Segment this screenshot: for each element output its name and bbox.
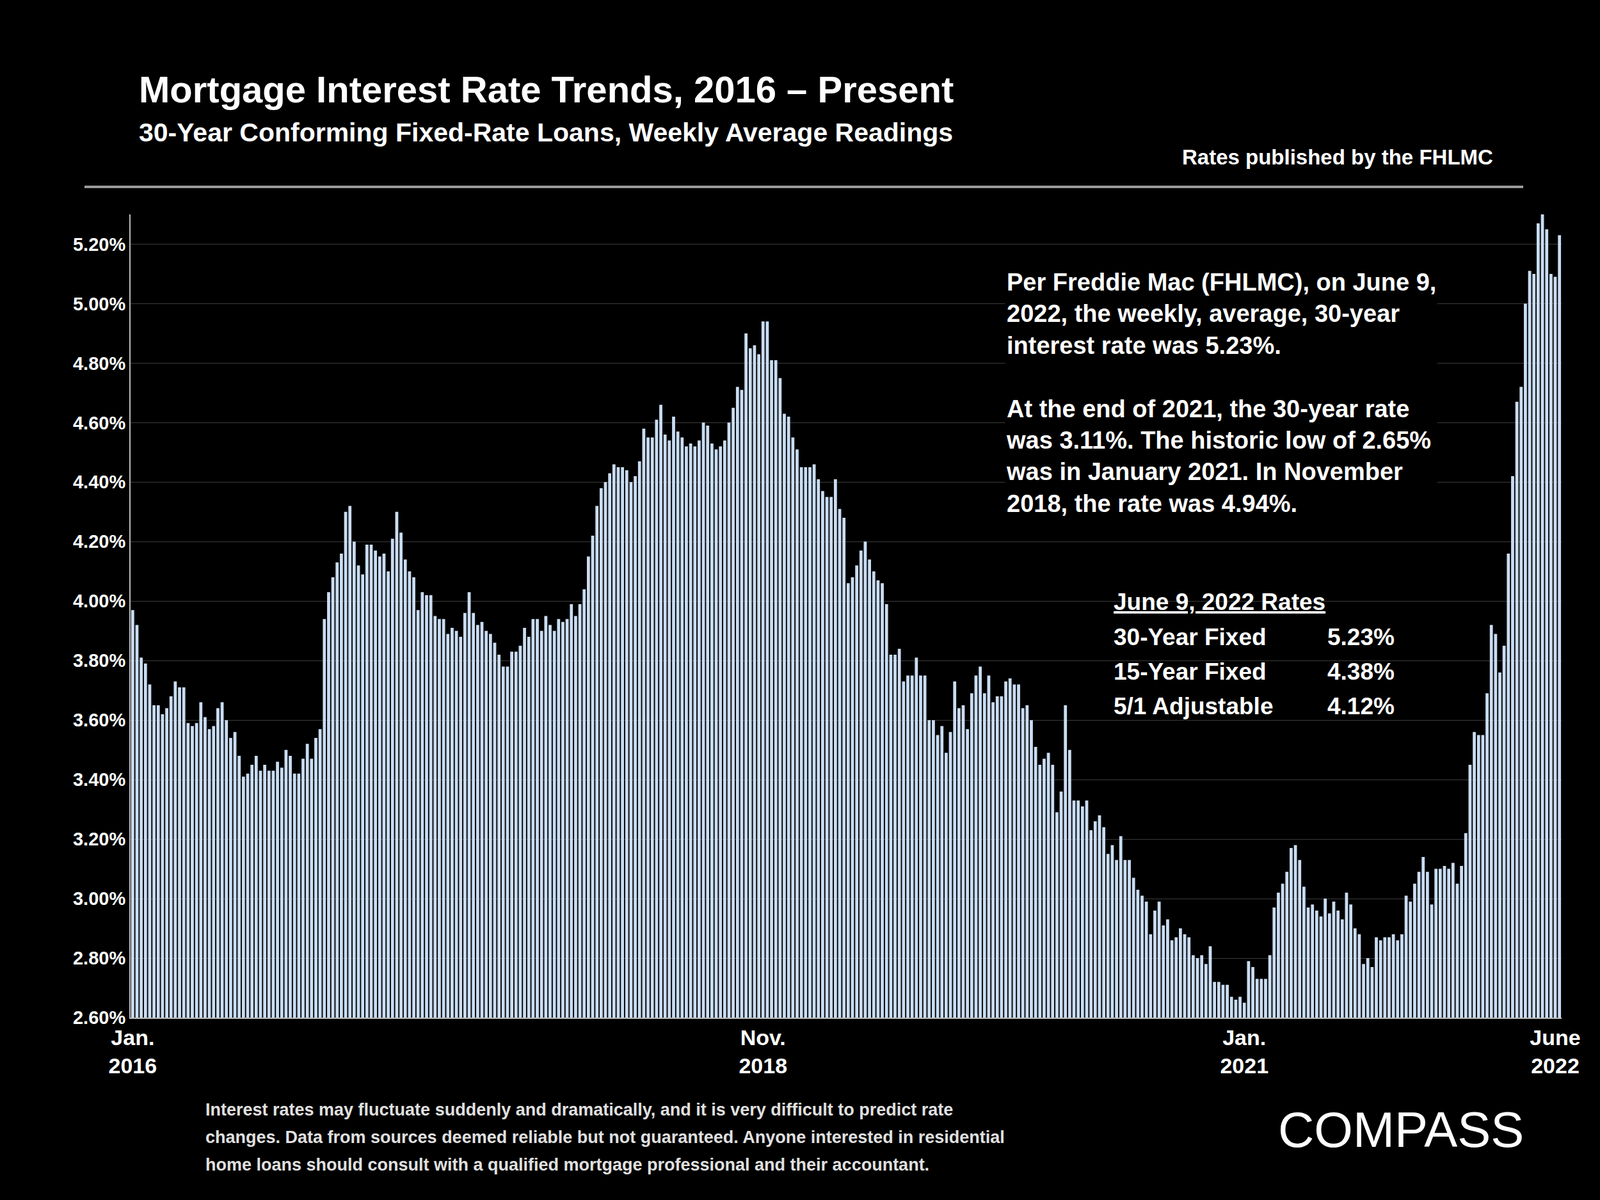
svg-text:June2022: June2022 bbox=[1529, 1025, 1581, 1078]
svg-text:3.80%: 3.80% bbox=[72, 650, 126, 671]
svg-text:Per Freddie Mac (FHLMC), on Ju: Per Freddie Mac (FHLMC), on June 9,2022,… bbox=[1006, 268, 1437, 518]
svg-text:Jan.2021: Jan.2021 bbox=[1219, 1025, 1269, 1078]
svg-text:Rates published by the FHLMC: Rates published by the FHLMC bbox=[1182, 145, 1494, 169]
svg-text:5.20%: 5.20% bbox=[72, 234, 126, 255]
svg-text:4.00%: 4.00% bbox=[72, 590, 126, 612]
svg-text:COMPASS: COMPASS bbox=[1278, 1101, 1524, 1158]
svg-text:June 9, 2022 Rates: June 9, 2022 Rates bbox=[1113, 588, 1326, 616]
svg-text:5/1 Adjustable: 5/1 Adjustable bbox=[1113, 693, 1273, 720]
svg-text:4.80%: 4.80% bbox=[72, 353, 126, 374]
svg-text:Interest rates may fluctuate s: Interest rates may fluctuate suddenly an… bbox=[205, 1100, 953, 1120]
svg-text:4.20%: 4.20% bbox=[72, 531, 126, 552]
svg-text:15-Year Fixed: 15-Year Fixed bbox=[1113, 658, 1267, 685]
svg-text:3.60%: 3.60% bbox=[72, 709, 126, 731]
svg-text:changes. Data from sources dee: changes. Data from sources deemed reliab… bbox=[205, 1127, 1005, 1147]
svg-text:Jan.2016: Jan.2016 bbox=[108, 1025, 158, 1078]
svg-text:4.60%: 4.60% bbox=[72, 412, 126, 434]
svg-text:4.40%: 4.40% bbox=[72, 471, 126, 493]
svg-text:30-Year Conforming Fixed-Rate: 30-Year Conforming Fixed-Rate Loans, Wee… bbox=[138, 117, 953, 148]
svg-text:3.40%: 3.40% bbox=[72, 769, 126, 790]
svg-text:4.38%: 4.38% bbox=[1327, 658, 1395, 685]
svg-text:Mortgage Interest Rate Trends,: Mortgage Interest Rate Trends, 2016 – Pr… bbox=[138, 68, 954, 111]
svg-text:2.60%: 2.60% bbox=[72, 1007, 126, 1028]
svg-text:30-Year Fixed: 30-Year Fixed bbox=[1113, 624, 1267, 651]
svg-text:2.80%: 2.80% bbox=[72, 947, 126, 969]
svg-text:Nov.2018: Nov.2018 bbox=[738, 1025, 788, 1078]
svg-text:3.20%: 3.20% bbox=[72, 828, 126, 850]
svg-text:3.00%: 3.00% bbox=[72, 888, 126, 909]
svg-text:4.12%: 4.12% bbox=[1327, 693, 1395, 720]
svg-text:home loans should consult with: home loans should consult with a qualifi… bbox=[205, 1155, 930, 1175]
svg-text:5.00%: 5.00% bbox=[72, 293, 126, 315]
svg-text:5.23%: 5.23% bbox=[1327, 624, 1395, 651]
